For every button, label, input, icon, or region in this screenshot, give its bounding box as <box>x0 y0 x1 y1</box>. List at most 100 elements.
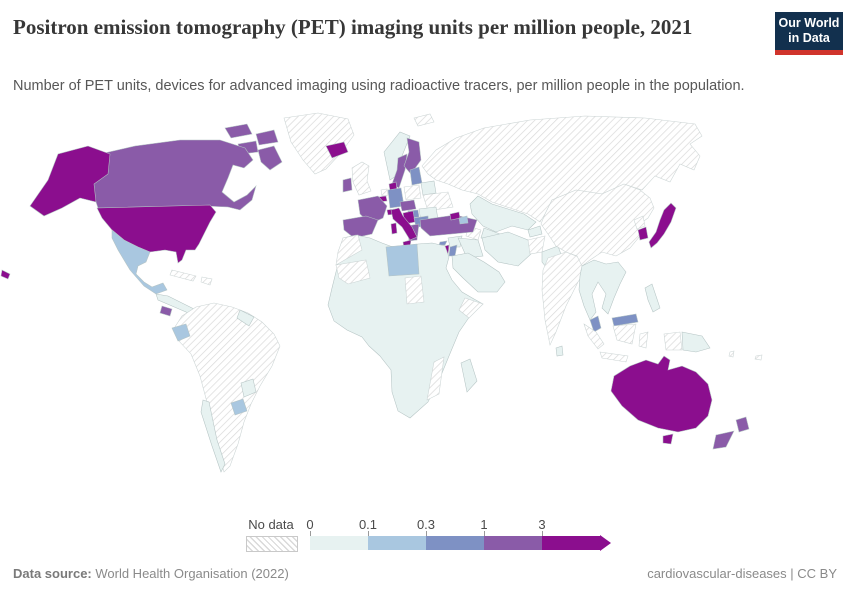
country-sardinia[interactable] <box>390 222 398 235</box>
country-new-zealand-south[interactable] <box>712 430 735 450</box>
country-ukraine[interactable] <box>422 191 454 212</box>
country-iceland[interactable] <box>325 141 349 159</box>
country-azerbaijan[interactable] <box>458 215 469 225</box>
country-belarus[interactable] <box>420 180 437 196</box>
country-sulawesi[interactable] <box>638 331 649 349</box>
legend-tick <box>368 531 369 536</box>
country-canadian-arctic[interactable] <box>224 123 253 139</box>
country-tasmania[interactable] <box>662 433 674 445</box>
country-libya[interactable] <box>385 243 420 277</box>
world-map-svg <box>0 112 763 473</box>
country-malaysia-borneo[interactable] <box>611 313 639 327</box>
country-morocco[interactable] <box>335 234 363 266</box>
legend-tick-label: 1 <box>480 517 488 532</box>
owid-logo[interactable]: Our World in Data <box>775 12 843 55</box>
country-spain-portugal[interactable] <box>342 215 379 239</box>
country-mexico[interactable] <box>111 229 168 295</box>
footer-source-label: Data source: <box>13 566 92 581</box>
country-united-kingdom[interactable] <box>351 161 372 196</box>
country-mozambique[interactable] <box>426 356 445 401</box>
footer-source-text: World Health Organisation (2022) <box>91 566 289 581</box>
country-vanuatu[interactable] <box>728 350 735 358</box>
legend-tick-label: 3 <box>538 517 546 532</box>
country-sri-lanka[interactable] <box>555 345 564 357</box>
country-hawaii[interactable] <box>0 269 11 280</box>
country-somalia[interactable] <box>458 297 484 319</box>
country-iraq[interactable] <box>457 237 484 259</box>
country-poland[interactable] <box>403 184 422 201</box>
country-madagascar[interactable] <box>460 358 478 393</box>
country-cyprus[interactable] <box>438 240 448 246</box>
country-papua-new-guinea[interactable] <box>681 331 711 353</box>
country-west-papua[interactable] <box>663 331 683 351</box>
country-iran[interactable] <box>481 231 532 267</box>
country-philippines[interactable] <box>644 283 661 313</box>
country-borneo[interactable] <box>612 323 637 345</box>
country-china-mongolia[interactable] <box>540 183 655 267</box>
region-south-america[interactable] <box>172 302 281 473</box>
country-costa-rica-panama[interactable] <box>159 305 173 317</box>
country-java[interactable] <box>599 351 629 363</box>
legend-tick-label: 0.3 <box>416 517 436 532</box>
country-india[interactable] <box>541 251 588 346</box>
country-russia[interactable] <box>421 115 703 223</box>
map-legend: No data 0 0.1 0.3 1 3 <box>244 515 634 555</box>
legend-tick <box>484 531 485 536</box>
country-hispaniola[interactable] <box>200 276 213 286</box>
country-indochina[interactable] <box>578 259 627 321</box>
country-arabian-peninsula[interactable] <box>451 252 506 293</box>
country-cuba[interactable] <box>169 269 197 282</box>
country-greenland[interactable] <box>283 112 355 175</box>
country-ecuador[interactable] <box>171 323 191 342</box>
footer-note[interactable]: cardiovascular-diseases | CC BY <box>647 566 837 581</box>
country-uruguay[interactable] <box>230 398 248 416</box>
country-chile[interactable] <box>200 399 226 473</box>
world-map <box>0 110 850 510</box>
legend-no-data-label: No data <box>248 517 294 532</box>
legend-tick-label: 0.1 <box>358 517 378 532</box>
country-austria-czechia[interactable] <box>399 199 417 212</box>
legend-tick <box>310 531 311 536</box>
country-kazakhstan[interactable] <box>469 195 537 233</box>
country-japan[interactable] <box>648 202 677 249</box>
legend-segment[interactable] <box>368 536 426 550</box>
country-paraguay[interactable] <box>240 378 257 398</box>
country-fiji[interactable] <box>754 354 763 361</box>
footer-source: Data source: World Health Organisation (… <box>13 566 289 581</box>
country-guyanas[interactable] <box>236 309 255 327</box>
country-italy[interactable] <box>390 207 418 241</box>
page-subtitle: Number of PET units, devices for advance… <box>13 78 745 94</box>
legend-no-data-swatch[interactable] <box>246 536 298 552</box>
owid-logo-line2: in Data <box>788 31 830 45</box>
country-sweden[interactable] <box>391 153 408 189</box>
country-canadian-arctic[interactable] <box>255 129 279 146</box>
legend-tick <box>542 531 543 536</box>
country-kyrgyzstan-tajikistan[interactable] <box>527 225 543 238</box>
country-malaysia-peninsula[interactable] <box>589 315 602 333</box>
legend-segment[interactable] <box>426 536 484 550</box>
legend-segment[interactable] <box>310 536 368 550</box>
owid-logo-line1: Our World <box>778 16 840 30</box>
country-chad[interactable] <box>404 275 425 305</box>
country-mauritania-mali[interactable] <box>335 259 371 285</box>
country-south-korea[interactable] <box>637 226 649 241</box>
country-netherlands[interactable] <box>380 188 389 197</box>
country-new-zealand-north[interactable] <box>735 416 750 433</box>
legend-segment[interactable] <box>542 536 600 550</box>
footer: Data source: World Health Organisation (… <box>13 566 837 581</box>
country-australia[interactable] <box>610 355 713 433</box>
country-ireland[interactable] <box>342 177 353 193</box>
country-afghanistan[interactable] <box>527 235 546 255</box>
countries <box>0 112 763 473</box>
country-baltic-states[interactable] <box>409 166 423 186</box>
page-title: Positron emission tomography (PET) imagi… <box>13 15 693 39</box>
country-svalbard[interactable] <box>413 113 435 127</box>
legend-tick-label: 0 <box>306 517 314 532</box>
country-sumatra[interactable] <box>583 323 605 350</box>
country-alaska[interactable] <box>29 145 111 217</box>
legend-tick <box>426 531 427 536</box>
country-north-korea[interactable] <box>633 215 646 230</box>
legend-arrow <box>600 535 611 551</box>
country-baffin-island[interactable] <box>257 145 283 171</box>
legend-segment[interactable] <box>484 536 542 550</box>
